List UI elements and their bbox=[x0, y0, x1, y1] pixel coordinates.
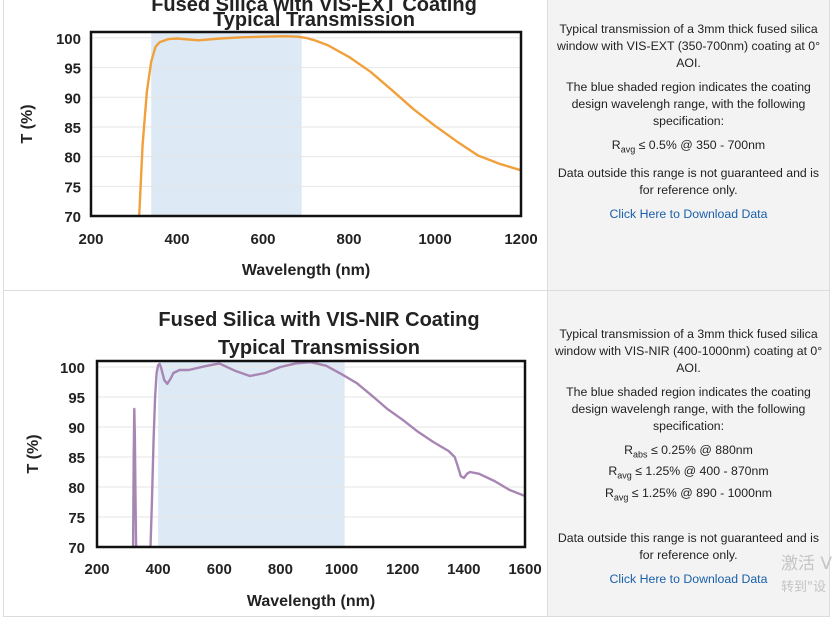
download-data-link[interactable]: Click Here to Download Data bbox=[609, 572, 768, 587]
y-tick-label: 95 bbox=[68, 390, 85, 407]
spec-line: Ravg ≤ 1.25% @ 890 - 1000nm bbox=[604, 485, 773, 503]
shaded-note: The blue shaded region indicates the coa… bbox=[566, 80, 811, 128]
y-axis-label: T (%) bbox=[19, 104, 36, 143]
chart-row-vis-ext: Fused Silica with VIS-EXT Coating Typical… bbox=[3, 0, 830, 291]
watermark-line-1: 激活 V bbox=[781, 554, 833, 574]
x-tick-label: 1200 bbox=[504, 231, 537, 248]
x-tick-label: 1600 bbox=[508, 561, 541, 578]
plot-frame bbox=[95, 359, 527, 549]
x-tick-label: 1200 bbox=[386, 561, 419, 578]
x-tick-label: 1000 bbox=[325, 561, 358, 578]
watermark-line-2: 转到"设 bbox=[781, 580, 826, 595]
plot-frame bbox=[89, 30, 523, 218]
y-tick-label: 100 bbox=[56, 31, 81, 48]
chart-cell-vis-nir: Fused Silica with VIS-NIR Coating Typical… bbox=[4, 291, 547, 616]
series-line bbox=[138, 35, 521, 216]
chart-row-vis-nir: Fused Silica with VIS-NIR Coating Typical… bbox=[3, 291, 830, 617]
y-tick-label: 100 bbox=[60, 360, 85, 377]
y-tick-label: 70 bbox=[68, 540, 85, 557]
info-cell-vis-nir: Typical transmission of a 3mm thick fuse… bbox=[547, 291, 829, 616]
x-axis-label: Wavelength (nm) bbox=[247, 593, 375, 610]
x-tick-label: 200 bbox=[78, 231, 103, 248]
download-data-link[interactable]: Click Here to Download Data bbox=[609, 207, 768, 222]
y-tick-label: 90 bbox=[64, 90, 81, 107]
chart-cell-vis-ext: Fused Silica with VIS-EXT Coating Typical… bbox=[4, 0, 547, 290]
series-line bbox=[131, 361, 525, 547]
x-tick-label: 600 bbox=[250, 231, 275, 248]
y-tick-label: 80 bbox=[64, 150, 81, 167]
y-tick-label: 70 bbox=[64, 209, 81, 226]
y-tick-label: 90 bbox=[68, 420, 85, 437]
design-range-shading bbox=[158, 361, 345, 547]
x-tick-label: 400 bbox=[146, 561, 171, 578]
shaded-note: The blue shaded region indicates the coa… bbox=[566, 385, 811, 433]
disclaimer: Data outside this range is not guarantee… bbox=[557, 531, 820, 563]
x-tick-label: 1000 bbox=[418, 231, 451, 248]
x-tick-label: 400 bbox=[164, 231, 189, 248]
y-tick-label: 80 bbox=[68, 480, 85, 497]
info-cell-vis-ext: Typical transmission of a 3mm thick fuse… bbox=[547, 0, 829, 290]
y-tick-label: 85 bbox=[68, 450, 85, 467]
chart-vis-nir: Fused Silica with VIS-NIR Coating Typical… bbox=[25, 309, 542, 610]
y-tick-label: 75 bbox=[64, 179, 81, 196]
x-tick-label: 800 bbox=[268, 561, 293, 578]
x-tick-label: 800 bbox=[336, 231, 361, 248]
chart-vis-ext: Fused Silica with VIS-EXT CoatingTypical… bbox=[19, 0, 538, 279]
description: Typical transmission of a 3mm thick fuse… bbox=[556, 22, 821, 70]
description: Typical transmission of a 3mm thick fuse… bbox=[554, 327, 823, 375]
x-tick-label: 1400 bbox=[447, 561, 480, 578]
x-tick-label: 600 bbox=[207, 561, 232, 578]
chart-title: Fused Silica with VIS-EXT Coating bbox=[151, 0, 477, 16]
spec-line: Rabs ≤ 0.25% @ 880nm bbox=[624, 443, 753, 460]
spec-line: Ravg ≤ 1.25% @ 400 - 870nm bbox=[608, 464, 769, 481]
design-range-shading bbox=[151, 32, 302, 216]
chart-subtitle: Typical Transmission bbox=[218, 337, 420, 359]
x-axis-label: Wavelength (nm) bbox=[242, 262, 370, 279]
y-tick-label: 75 bbox=[68, 510, 85, 527]
chart-title: Fused Silica with VIS-NIR Coating bbox=[158, 309, 479, 331]
y-tick-label: 85 bbox=[64, 120, 81, 137]
y-tick-label: 95 bbox=[64, 61, 81, 78]
x-tick-label: 200 bbox=[84, 561, 109, 578]
disclaimer: Data outside this range is not guarantee… bbox=[557, 166, 820, 198]
y-axis-label: T (%) bbox=[25, 434, 42, 473]
spec-line: Ravg ≤ 0.5% @ 350 - 700nm bbox=[611, 138, 766, 155]
chart-subtitle: Typical Transmission bbox=[213, 9, 415, 31]
